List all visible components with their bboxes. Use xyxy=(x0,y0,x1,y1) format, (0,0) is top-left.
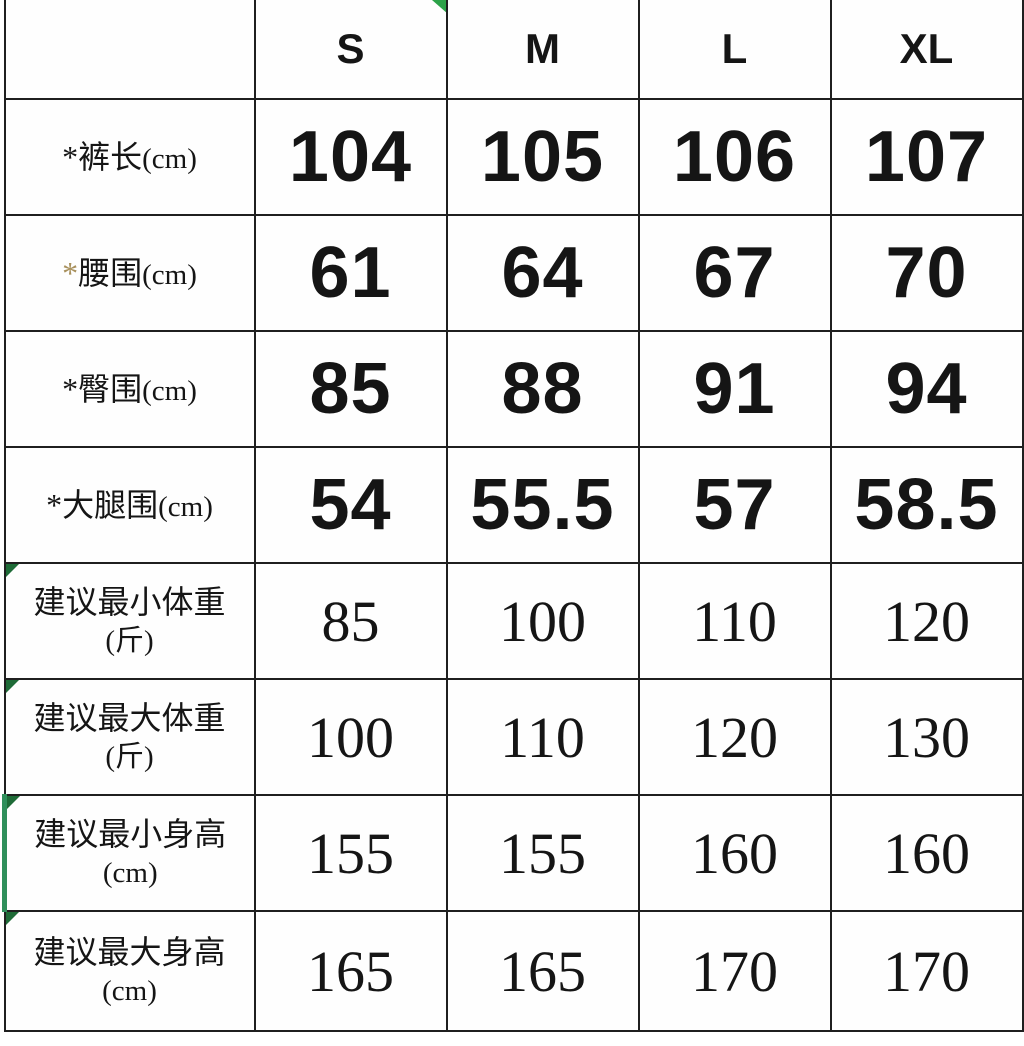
row-label-max-weight: 建议最大体重 (斤) xyxy=(3,678,256,796)
value-cell: 130 xyxy=(829,678,1024,796)
col-header-l: L xyxy=(637,0,832,100)
value-cell: 170 xyxy=(829,910,1024,1032)
value-cell: 55.5 xyxy=(445,446,640,564)
row-min-weight: 建议最小体重 (斤) 85 100 110 120 xyxy=(3,562,1024,680)
col-header-m: M xyxy=(445,0,640,100)
col-header-xl: XL xyxy=(829,0,1024,100)
value-cell: 160 xyxy=(829,794,1024,912)
value-cell: 58.5 xyxy=(829,446,1024,564)
value-cell: 165 xyxy=(445,910,640,1032)
value-cell: 70 xyxy=(829,214,1024,332)
row-label-text: 建议最大体重 xyxy=(33,700,226,737)
row-label-min-height: 建议最小身高 (cm) xyxy=(2,794,256,912)
row-label-min-weight: 建议最小体重 (斤) xyxy=(3,562,256,680)
required-asterisk: * xyxy=(62,138,79,175)
green-corner-icon xyxy=(9,797,20,809)
value-cell: 94 xyxy=(829,330,1024,448)
value-cell: 88 xyxy=(445,330,640,448)
value-cell: 165 xyxy=(253,910,448,1032)
row-unit: (斤) xyxy=(105,741,154,774)
row-label-text: 臀围 xyxy=(78,370,143,407)
value-cell: 105 xyxy=(445,98,640,216)
green-flag-icon xyxy=(431,0,445,14)
value-cell: 170 xyxy=(637,910,832,1032)
value-cell: 120 xyxy=(637,678,832,796)
required-asterisk: * xyxy=(46,486,63,523)
value-cell: 91 xyxy=(637,330,832,448)
col-header-s: S xyxy=(253,0,448,100)
value-cell: 64 xyxy=(445,214,640,332)
row-label-hip: *臀围(cm) xyxy=(3,330,256,448)
value-cell: 104 xyxy=(253,98,448,216)
row-max-weight: 建议最大体重 (斤) 100 110 120 130 xyxy=(3,678,1024,796)
value-cell: 57 xyxy=(637,446,832,564)
row-unit: (斤) xyxy=(105,625,154,658)
row-unit: (cm) xyxy=(102,857,158,890)
row-max-height: 建议最大身高 (cm) 165 165 170 170 xyxy=(3,910,1024,1032)
value-cell: 106 xyxy=(637,98,832,216)
row-waist: *腰围(cm) 61 64 67 70 xyxy=(3,214,1024,332)
value-cell: 54 xyxy=(253,446,448,564)
value-cell: 100 xyxy=(253,678,448,796)
row-thigh: *大腿围(cm) 54 55.5 57 58.5 xyxy=(3,446,1024,564)
value-cell: 120 xyxy=(829,562,1024,680)
row-label-text: 大腿围 xyxy=(62,486,159,523)
col-header-s-label: S xyxy=(336,25,365,72)
required-asterisk: * xyxy=(62,370,79,407)
row-label-waist: *腰围(cm) xyxy=(3,214,256,332)
row-unit: (cm) xyxy=(158,490,213,523)
value-cell: 100 xyxy=(445,562,640,680)
value-cell: 160 xyxy=(637,794,832,912)
value-cell: 61 xyxy=(253,214,448,332)
row-label-text: 腰围 xyxy=(78,254,143,291)
row-label-max-height: 建议最大身高 (cm) xyxy=(3,910,256,1032)
row-label-text: 建议最小体重 xyxy=(33,584,226,621)
required-asterisk-gold: * xyxy=(62,254,79,291)
row-unit: (cm) xyxy=(142,374,197,407)
value-cell: 85 xyxy=(253,562,448,680)
row-unit: (cm) xyxy=(142,142,197,175)
row-label-thigh: *大腿围(cm) xyxy=(3,446,256,564)
row-hip: *臀围(cm) 85 88 91 94 xyxy=(3,330,1024,448)
green-corner-icon xyxy=(6,913,19,925)
green-corner-icon xyxy=(6,681,19,693)
green-corner-icon xyxy=(6,565,19,577)
value-cell: 155 xyxy=(253,794,448,912)
value-cell: 107 xyxy=(829,98,1024,216)
header-row: S M L XL xyxy=(3,0,1024,100)
row-min-height: 建议最小身高 (cm) 155 155 160 160 xyxy=(2,794,1024,912)
row-label-text: 建议最小身高 xyxy=(34,816,227,853)
value-cell: 110 xyxy=(445,678,640,796)
row-unit: (cm) xyxy=(142,258,197,291)
corner-cell xyxy=(3,0,256,100)
value-cell: 155 xyxy=(445,794,640,912)
value-cell: 85 xyxy=(253,330,448,448)
value-cell: 67 xyxy=(637,214,832,332)
row-label-pant-length: *裤长(cm) xyxy=(3,98,256,216)
row-unit: (cm) xyxy=(102,975,157,1008)
row-label-text: 建议最大身高 xyxy=(33,934,226,971)
value-cell: 110 xyxy=(637,562,832,680)
row-pant-length: *裤长(cm) 104 105 106 107 xyxy=(3,98,1024,216)
row-label-text: 裤长 xyxy=(78,138,143,175)
